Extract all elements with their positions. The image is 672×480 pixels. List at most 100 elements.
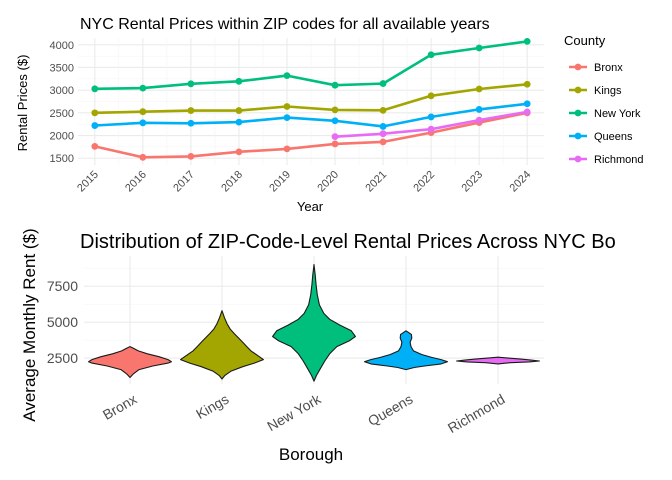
x-tick-label: Kings bbox=[193, 391, 231, 422]
legend-key-point bbox=[574, 109, 582, 117]
series-kings bbox=[91, 80, 531, 117]
data-point bbox=[91, 122, 99, 129]
data-point bbox=[523, 100, 531, 108]
data-point bbox=[283, 72, 291, 80]
legend-label: Bronx bbox=[594, 62, 623, 74]
violin-kings bbox=[180, 310, 264, 380]
x-tick-label: 2023 bbox=[459, 169, 485, 195]
data-point bbox=[475, 116, 483, 124]
series-line bbox=[94, 111, 528, 159]
data-point bbox=[283, 103, 291, 110]
line-chart: NYC Rental Prices within ZIP codes for a… bbox=[15, 16, 644, 214]
x-tick-label: 2016 bbox=[123, 169, 149, 195]
legend-title: County bbox=[564, 33, 606, 48]
line-chart-title: NYC Rental Prices within ZIP codes for a… bbox=[80, 16, 490, 33]
x-tick-label: Bronx bbox=[100, 391, 140, 423]
violin-chart-x-ticks: Bronx Kings New York Queens Richmond bbox=[100, 390, 508, 436]
legend-key-point bbox=[574, 132, 582, 140]
legend-key-point bbox=[574, 86, 582, 94]
data-point bbox=[379, 130, 387, 138]
legend-label: New York bbox=[594, 108, 641, 120]
x-tick-label: 2022 bbox=[411, 169, 437, 195]
series-line bbox=[94, 102, 528, 128]
data-point bbox=[139, 153, 147, 161]
data-point bbox=[187, 119, 195, 127]
x-tick-label: New York bbox=[264, 390, 324, 434]
violin-queens bbox=[364, 330, 448, 371]
data-point bbox=[187, 152, 195, 160]
data-point bbox=[187, 80, 195, 88]
data-point bbox=[523, 80, 531, 88]
line-chart-series bbox=[91, 38, 531, 161]
data-point bbox=[331, 133, 339, 141]
series-new-york bbox=[91, 38, 531, 93]
data-point bbox=[427, 113, 435, 121]
data-point bbox=[475, 44, 483, 52]
legend-item-kings: Kings bbox=[569, 85, 622, 97]
legend-label: Richmond bbox=[594, 154, 644, 166]
data-point bbox=[331, 106, 339, 114]
violin-chart-title: Distribution of ZIP-Code-Level Rental Pr… bbox=[80, 231, 616, 253]
x-tick-label: 2015 bbox=[75, 169, 101, 195]
data-point bbox=[475, 85, 483, 93]
data-point bbox=[427, 92, 435, 100]
x-tick-label: Richmond bbox=[445, 391, 508, 436]
data-point bbox=[283, 114, 291, 122]
legend-label: Queens bbox=[594, 131, 633, 143]
data-point bbox=[235, 148, 243, 156]
y-tick-label: 5000 bbox=[47, 314, 78, 330]
line-chart-y-axis-title: Rental Prices ($) bbox=[15, 55, 30, 152]
line-chart-legend: County Bronx Kings New York Queens Richmond bbox=[564, 33, 644, 166]
data-point bbox=[91, 109, 99, 117]
data-point bbox=[235, 77, 243, 85]
x-tick-label: 2021 bbox=[363, 169, 389, 195]
violin-new-york bbox=[272, 264, 356, 382]
violin-chart-x-axis-title: Borough bbox=[279, 445, 343, 464]
legend-item-queens: Queens bbox=[569, 131, 633, 143]
data-point bbox=[331, 81, 339, 89]
data-point bbox=[427, 51, 435, 59]
data-point bbox=[379, 138, 387, 146]
violin-chart-y-ticks: 2500 5000 7500 bbox=[47, 278, 78, 366]
x-tick-label: 2018 bbox=[219, 169, 245, 195]
data-point bbox=[523, 38, 531, 45]
data-point bbox=[235, 107, 243, 114]
data-point bbox=[523, 108, 531, 116]
violin-bronx bbox=[88, 346, 172, 379]
violin-chart-violins bbox=[88, 264, 540, 382]
data-point bbox=[139, 108, 147, 116]
series-line bbox=[94, 83, 528, 115]
violin-richmond bbox=[456, 356, 540, 365]
data-point bbox=[91, 143, 99, 150]
data-point bbox=[427, 125, 435, 133]
y-tick-label: 1500 bbox=[50, 153, 74, 165]
violin-chart: Distribution of ZIP-Code-Level Rental Pr… bbox=[20, 228, 616, 464]
series-richmond bbox=[331, 108, 531, 141]
series-line bbox=[94, 40, 528, 91]
violin-chart-y-axis-title: Average Monthly Rent ($) bbox=[20, 228, 39, 421]
legend-key-point bbox=[574, 155, 582, 163]
data-point bbox=[379, 106, 387, 114]
line-chart-x-axis-title: Year bbox=[297, 199, 324, 214]
y-tick-label: 3000 bbox=[50, 85, 74, 97]
y-tick-label: 2000 bbox=[50, 131, 74, 143]
x-tick-label: 2024 bbox=[508, 169, 534, 195]
data-point bbox=[331, 117, 339, 125]
x-tick-label: 2020 bbox=[315, 169, 341, 195]
y-tick-label: 7500 bbox=[47, 278, 78, 294]
data-point bbox=[91, 85, 99, 93]
data-point bbox=[331, 140, 339, 148]
data-point bbox=[235, 118, 243, 126]
data-point bbox=[475, 106, 483, 113]
legend-item-bronx: Bronx bbox=[569, 62, 623, 74]
legend-label: Kings bbox=[594, 85, 622, 97]
y-tick-label: 4000 bbox=[50, 40, 74, 52]
legend-item-richmond: Richmond bbox=[569, 154, 644, 166]
line-chart-y-ticks: 1500 2000 2500 3000 3500 4000 bbox=[50, 40, 74, 165]
y-tick-label: 2500 bbox=[50, 108, 74, 120]
legend-key-point bbox=[574, 63, 582, 71]
legend-item-new-york: New York bbox=[569, 108, 641, 120]
data-point bbox=[187, 107, 195, 114]
data-point bbox=[139, 119, 147, 127]
